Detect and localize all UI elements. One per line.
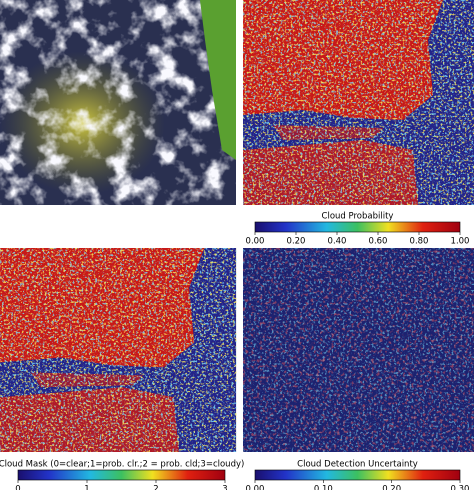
colorbar-title: Cloud Probability <box>322 212 394 222</box>
colorbar <box>254 469 461 481</box>
cloud-mask-map <box>0 248 236 452</box>
colorbar-tick-label: 1.00 <box>451 237 470 247</box>
colorbar <box>17 469 226 481</box>
colorbar-tick-label: 3 <box>222 485 227 490</box>
colorbar-tick-label: 0.10 <box>314 485 333 490</box>
colorbar-tick-label: 0.80 <box>410 237 429 247</box>
colorbar-tick-label: 0.00 <box>246 237 265 247</box>
colorbar-tick-label: 0.60 <box>369 237 388 247</box>
true-color-image <box>0 0 236 205</box>
colorbar-tick-label: 2 <box>153 485 158 490</box>
colorbar-tick-label: 1 <box>84 485 89 490</box>
colorbar-tick-label: 0.30 <box>451 485 470 490</box>
colorbar-tick-label: 0.20 <box>382 485 401 490</box>
uncertainty-map <box>243 248 474 452</box>
colorbar <box>254 221 461 233</box>
colorbar-tick-label: 0 <box>15 485 20 490</box>
colorbar-title: Cloud Mask (0=clear;1=prob. clr.;2 = pro… <box>0 460 244 470</box>
colorbar-tick-label: 0.40 <box>328 237 347 247</box>
colorbar-tick-label: 0.20 <box>287 237 306 247</box>
colorbar-title: Cloud Detection Uncertainty <box>297 460 418 470</box>
colorbar-tick-label: 0.00 <box>246 485 265 490</box>
cloud-probability-map <box>243 0 474 205</box>
